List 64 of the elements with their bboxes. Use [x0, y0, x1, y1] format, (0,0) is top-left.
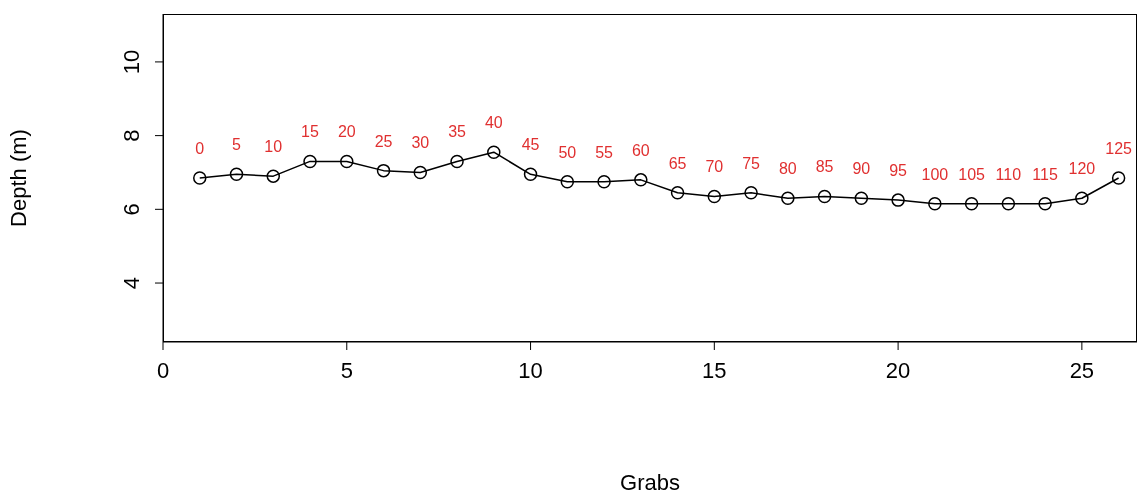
y-tick-label: 8 — [119, 129, 144, 142]
annotation: 20 — [337, 123, 356, 141]
point — [450, 154, 464, 169]
point — [340, 154, 354, 169]
point — [597, 174, 611, 189]
annotation: 60 — [631, 141, 650, 159]
point — [1038, 197, 1052, 211]
annotation: 105 — [958, 165, 986, 183]
y-tick-label: 4 — [119, 276, 144, 290]
annotation: 65 — [668, 154, 687, 172]
point — [854, 191, 869, 206]
annotation: 40 — [484, 114, 503, 132]
x-tick-label: 15 — [702, 357, 727, 383]
annotation: 50 — [558, 143, 577, 161]
annotation: 115 — [1032, 165, 1058, 183]
x-tick-label: 25 — [1069, 357, 1095, 383]
annotation: 55 — [595, 143, 614, 161]
annotation: 30 — [411, 134, 430, 152]
annotation: 100 — [921, 165, 949, 183]
annotation: 120 — [1068, 160, 1096, 178]
point — [303, 154, 317, 169]
x-tick-label: 20 — [885, 357, 911, 383]
annotation: 15 — [301, 123, 320, 141]
point — [817, 189, 832, 204]
annotation: 85 — [815, 158, 834, 176]
annotation: 45 — [521, 136, 540, 154]
x-axis-title: Grabs — [620, 470, 680, 495]
point — [560, 174, 575, 189]
annotation: 5 — [232, 136, 242, 154]
point — [964, 197, 979, 211]
x-tick-label: 10 — [518, 357, 543, 383]
annotation: 35 — [448, 123, 467, 141]
point — [413, 165, 428, 180]
annotation: 75 — [742, 154, 761, 172]
point — [376, 163, 391, 178]
annotation: 95 — [889, 162, 908, 180]
point — [193, 171, 207, 185]
annotation: 80 — [778, 160, 797, 178]
annotation: 110 — [995, 165, 1022, 183]
annotation: 125 — [1105, 140, 1133, 157]
point — [670, 185, 685, 200]
point — [523, 167, 538, 182]
annotation: 90 — [852, 160, 871, 178]
point — [928, 197, 942, 211]
point — [1111, 171, 1126, 185]
annotation: 70 — [705, 158, 724, 176]
annotation: 10 — [264, 138, 283, 156]
y-tick-label: 10 — [119, 49, 144, 75]
y-tick-label: 6 — [119, 203, 144, 216]
point — [744, 185, 758, 200]
annotation: 25 — [374, 132, 393, 150]
x-tick-label: 5 — [340, 357, 353, 383]
point — [634, 173, 648, 187]
annotation: 0 — [195, 140, 205, 157]
point — [707, 189, 722, 204]
point — [266, 169, 281, 183]
y-axis-title: Depth (m) — [5, 129, 31, 227]
x-tick-label: 0 — [156, 357, 170, 383]
point — [1001, 197, 1016, 211]
point — [891, 193, 905, 207]
point — [781, 191, 795, 206]
point — [229, 167, 244, 182]
point — [487, 145, 501, 159]
point — [1075, 191, 1089, 206]
